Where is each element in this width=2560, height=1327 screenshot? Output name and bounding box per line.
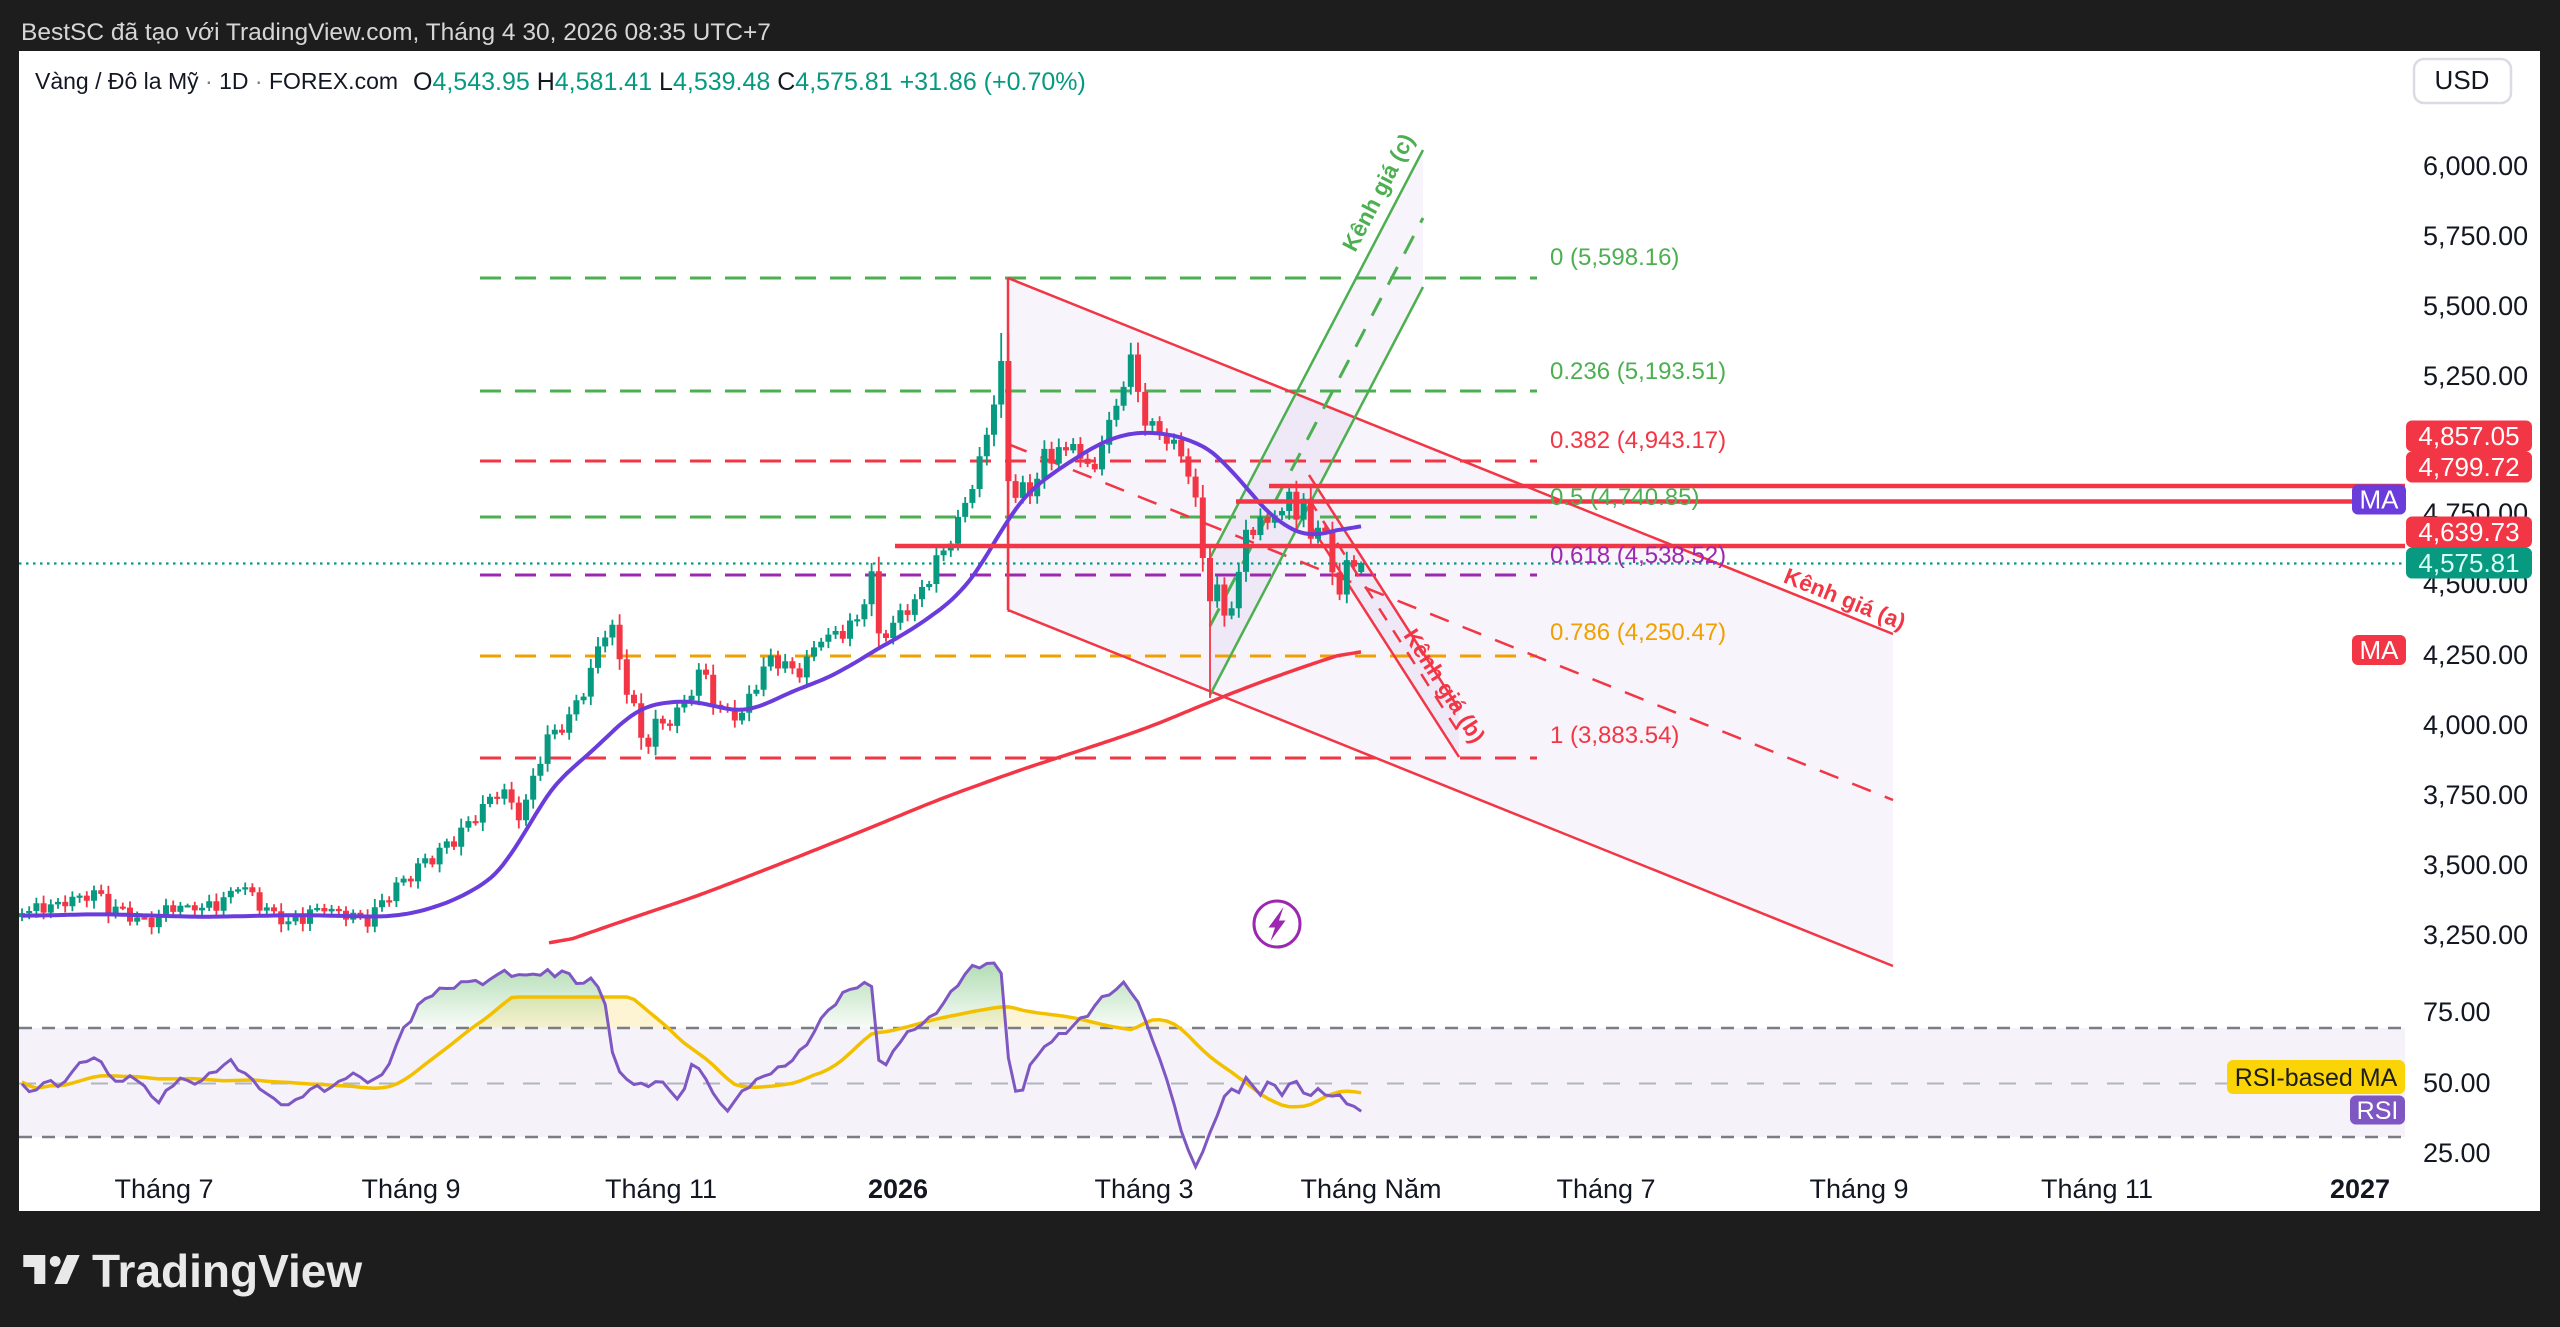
svg-text:RSI-based MA: RSI-based MA xyxy=(2235,1064,2398,1092)
svg-text:Tháng 3: Tháng 3 xyxy=(1094,1174,1193,1204)
svg-text:75.00: 75.00 xyxy=(2423,997,2491,1027)
svg-text:4,857.05: 4,857.05 xyxy=(2418,421,2519,451)
svg-text:MA: MA xyxy=(2360,485,2400,515)
svg-text:0.618 (4,538.52): 0.618 (4,538.52) xyxy=(1550,542,1726,569)
svg-text:2026: 2026 xyxy=(868,1174,928,1204)
svg-text:2027: 2027 xyxy=(2330,1174,2390,1204)
svg-text:1 (3,883.54): 1 (3,883.54) xyxy=(1550,722,1679,749)
svg-text:Tháng 9: Tháng 9 xyxy=(1809,1174,1908,1204)
svg-text:4,799.72: 4,799.72 xyxy=(2418,452,2519,482)
svg-text:Tháng 7: Tháng 7 xyxy=(1556,1174,1655,1204)
svg-text:3,250.00: 3,250.00 xyxy=(2423,920,2528,950)
svg-text:BestSC đã tạo với TradingView.: BestSC đã tạo với TradingView.com, Tháng… xyxy=(21,19,771,46)
svg-text:5,250.00: 5,250.00 xyxy=(2423,361,2528,391)
svg-text:3,500.00: 3,500.00 xyxy=(2423,850,2528,880)
svg-text:Tháng 11: Tháng 11 xyxy=(2041,1174,2153,1204)
svg-text:3,750.00: 3,750.00 xyxy=(2423,780,2528,810)
svg-text:0 (5,598.16): 0 (5,598.16) xyxy=(1550,244,1679,271)
svg-text:0.236 (5,193.51): 0.236 (5,193.51) xyxy=(1550,358,1726,385)
svg-text:4,250.00: 4,250.00 xyxy=(2423,640,2528,670)
svg-text:4,639.73: 4,639.73 xyxy=(2418,517,2519,547)
svg-text:50.00: 50.00 xyxy=(2423,1068,2491,1098)
svg-text:USD: USD xyxy=(2435,65,2490,95)
svg-text:5,500.00: 5,500.00 xyxy=(2423,291,2528,321)
svg-text:4,000.00: 4,000.00 xyxy=(2423,710,2528,740)
svg-text:0.786 (4,250.47): 0.786 (4,250.47) xyxy=(1550,619,1726,646)
svg-text:MA: MA xyxy=(2360,635,2400,665)
svg-text:0.382 (4,943.17): 0.382 (4,943.17) xyxy=(1550,427,1726,454)
svg-text:5,750.00: 5,750.00 xyxy=(2423,221,2528,251)
svg-text:Tháng 9: Tháng 9 xyxy=(361,1174,460,1204)
svg-text:6,000.00: 6,000.00 xyxy=(2423,151,2528,181)
svg-text:Tháng Năm: Tháng Năm xyxy=(1300,1174,1441,1204)
svg-text:TradingView: TradingView xyxy=(92,1245,362,1297)
svg-text:25.00: 25.00 xyxy=(2423,1138,2491,1168)
svg-text:0.5 (4,740.85): 0.5 (4,740.85) xyxy=(1550,484,1699,511)
svg-text:O4,543.95 H4,581.41 L4,539.48: O4,543.95 H4,581.41 L4,539.48 C4,575.81 … xyxy=(413,68,1086,96)
svg-text:Tháng 11: Tháng 11 xyxy=(605,1174,717,1204)
svg-text:RSI: RSI xyxy=(2357,1097,2399,1125)
svg-text:Vàng / Đô la Mỹ · 1D · FOREX.c: Vàng / Đô la Mỹ · 1D · FOREX.com xyxy=(35,68,398,94)
svg-text:4,575.81: 4,575.81 xyxy=(2418,548,2519,578)
svg-text:Tháng 7: Tháng 7 xyxy=(114,1174,213,1204)
